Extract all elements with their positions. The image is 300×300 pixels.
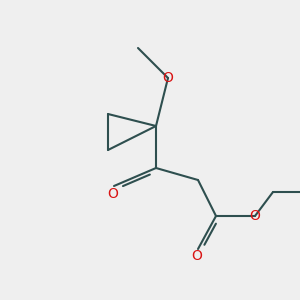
Text: O: O <box>191 250 202 263</box>
Text: O: O <box>163 71 173 85</box>
Text: O: O <box>107 187 118 200</box>
Text: O: O <box>250 209 260 223</box>
